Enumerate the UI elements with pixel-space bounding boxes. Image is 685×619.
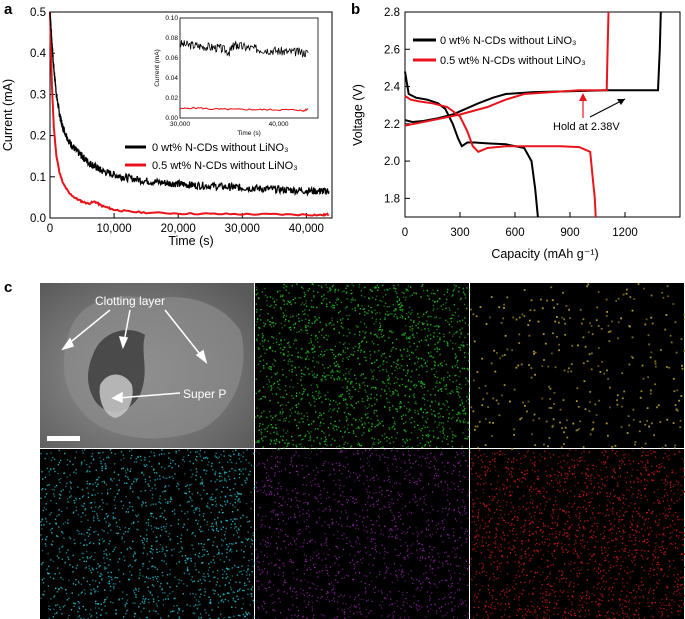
panel-letter-b: b bbox=[351, 1, 360, 18]
legend-b-label-0: 0 wt% N-CDs without LiNO₃ bbox=[440, 35, 577, 47]
magenta-map bbox=[255, 449, 469, 619]
sem-label-clotting-layer: Clotting layer bbox=[95, 294, 165, 308]
chart-a-ytick-label: 0.3 bbox=[30, 89, 46, 101]
scale-bar bbox=[47, 436, 80, 441]
series-b-1-charge bbox=[404, 11, 610, 127]
chart-b-ylabel: Voltage (V) bbox=[351, 84, 365, 146]
yellow-map-speckle bbox=[470, 283, 685, 450]
inset-a-red-line bbox=[179, 106, 309, 112]
chart-b-ytick-label: 2.6 bbox=[384, 44, 400, 56]
sem-arrows bbox=[61, 309, 208, 404]
chart-b-frame bbox=[404, 11, 681, 218]
panel-letter-a: a bbox=[4, 1, 13, 18]
annotation-arrowhead-red bbox=[579, 93, 587, 101]
inset-a-ytick-label: 0.08 bbox=[165, 35, 178, 42]
chart-a-xtick-label: 0 bbox=[47, 223, 53, 235]
inset-a-xtick-label: 40,000 bbox=[269, 121, 289, 128]
chart-b-series bbox=[404, 11, 662, 218]
chart-b-xtick-label: 600 bbox=[505, 227, 524, 239]
legend-a-label-1: 0.5 wt% N-CDs without LiNO₃ bbox=[152, 160, 298, 172]
inset-a-ytick-label: 0.04 bbox=[165, 75, 178, 82]
chart-a-ticks: 0 10,000 20,000 30,000 40,000 0.0 0.1 0.2 0.3 0.4… bbox=[30, 7, 324, 235]
legend-a-label-0: 0 wt% N-CDs without LiNO₃ bbox=[152, 142, 289, 154]
red-map-speckle bbox=[470, 449, 685, 619]
chart-b-xtick-label: 900 bbox=[560, 227, 579, 239]
chart-a-ytick-label: 0.1 bbox=[30, 172, 46, 184]
inset-a-frame bbox=[179, 17, 319, 119]
chart-b-ytick-label: 1.8 bbox=[384, 193, 400, 205]
inset-a-xlabel: Time (s) bbox=[237, 130, 261, 137]
series-a-black-line bbox=[49, 12, 330, 197]
chart-b-xtick-label: 0 bbox=[402, 227, 408, 239]
chart-b-annotation: Hold at 2.38V bbox=[553, 121, 620, 133]
legend-b-label-1: 0.5 wt% N-CDs without LiNO₃ bbox=[440, 55, 586, 67]
chart-a-series bbox=[49, 11, 330, 217]
series-a-red-line bbox=[49, 11, 330, 217]
chart-a-xtick-label: 10,000 bbox=[96, 223, 131, 235]
inset-a-series bbox=[179, 40, 309, 112]
chart-a-ytick-label: 0.4 bbox=[30, 48, 47, 60]
cyan-map bbox=[40, 449, 254, 619]
chart-b-ticks: 0 300 600 900 1200 1.8 2.0 2.2 2.4 2.6 2.8 bbox=[384, 7, 638, 239]
inset-a-ytick-label: 0.10 bbox=[165, 15, 178, 22]
image-grid: Clotting layer Super P bbox=[40, 283, 685, 619]
series-b-0-discharge bbox=[404, 71, 539, 218]
chart-b-ytick-label: 2.4 bbox=[384, 82, 401, 94]
chart-a-ylabel: Current (mA) bbox=[1, 79, 15, 151]
series-b-1-discharge bbox=[404, 95, 597, 218]
inset-a-ticks: 0.00 0.02 0.04 0.06 0.08 0.10 30,000 40,000 bbox=[165, 15, 289, 128]
cyan-map-speckle bbox=[40, 449, 256, 619]
green-map-speckle bbox=[255, 283, 471, 450]
inset-a-xtick-label: 30,000 bbox=[170, 121, 190, 128]
chart-b-xlabel: Capacity (mAh g⁻¹) bbox=[491, 247, 598, 261]
chart-a-xtick-label: 30,000 bbox=[225, 223, 260, 235]
chart-b-xtick-label: 300 bbox=[450, 227, 469, 239]
sem-image: Clotting layer Super P bbox=[40, 283, 254, 448]
chart-a-xtick-label: 40,000 bbox=[289, 223, 324, 235]
red-map bbox=[470, 449, 684, 619]
yellow-map bbox=[470, 283, 684, 448]
chart-a-ytick-label: 0.2 bbox=[30, 131, 46, 143]
chart-a-ytick-label: 0.5 bbox=[30, 7, 46, 19]
chart-b-ytick-label: 2.0 bbox=[384, 156, 400, 168]
chart-b-ytick-label: 2.8 bbox=[384, 7, 400, 19]
inset-a-ytick-label: 0.02 bbox=[165, 95, 178, 102]
chart-b: 0 300 600 900 1200 1.8 2.0 2.2 2.4 2.6 2.8 Capacit… bbox=[351, 7, 681, 261]
inset-a-black-line bbox=[179, 40, 309, 58]
chart-a-xlabel: Time (s) bbox=[168, 234, 213, 248]
annotation-arrowhead-black bbox=[617, 99, 625, 105]
inset-a-ylabel: Current (mA) bbox=[154, 49, 161, 87]
magenta-map-speckle bbox=[255, 449, 470, 619]
sem-label-super-p: Super P bbox=[183, 387, 226, 401]
panel-letter-c: c bbox=[4, 279, 12, 296]
chart-a-frame bbox=[49, 11, 333, 219]
chart-a: 0 10,000 20,000 30,000 40,000 0.0 0.1 0.2 0.3 0.4… bbox=[1, 7, 333, 248]
chart-b-ytick-label: 2.2 bbox=[384, 119, 400, 131]
inset-a-ytick-label: 0.00 bbox=[165, 115, 178, 122]
inset-a-ytick-label: 0.06 bbox=[165, 55, 178, 62]
green-map bbox=[255, 283, 469, 448]
chart-a-xtick-label: 20,000 bbox=[161, 223, 196, 235]
chart-b-xtick-label: 1200 bbox=[612, 227, 638, 239]
chart-a-ytick-label: 0.0 bbox=[30, 213, 46, 225]
